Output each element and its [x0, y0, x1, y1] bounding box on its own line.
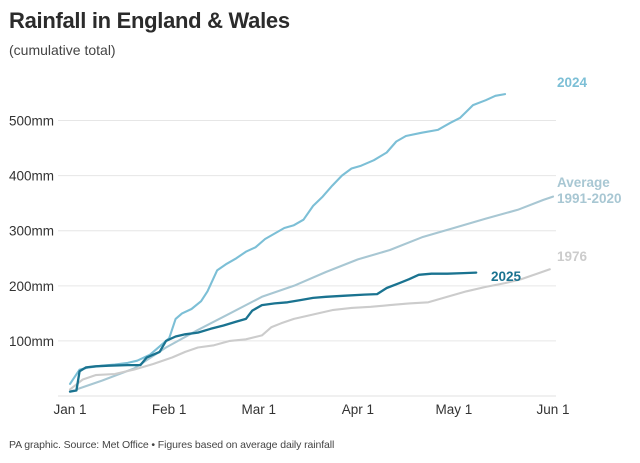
- x-tick-label: Feb 1: [152, 402, 187, 417]
- y-tick-label: 100mm: [9, 334, 54, 349]
- y-tick-label: 400mm: [9, 169, 54, 184]
- x-tick-label: May 1: [435, 402, 472, 417]
- series-1976-line: [68, 268, 551, 391]
- series-average-label: 1991-2020: [557, 191, 622, 206]
- y-tick-label: 300mm: [9, 224, 54, 239]
- series-average-label: Average: [557, 175, 610, 190]
- series-1976-label: 1976: [557, 249, 588, 264]
- series-2025-line: [68, 271, 478, 393]
- series-2025-label: 2025: [491, 269, 522, 284]
- x-tick-label: Mar 1: [241, 402, 276, 417]
- y-axis-ticks: 100mm 200mm 300mm 400mm 500mm: [9, 114, 54, 349]
- source-note: PA graphic. Source: Met Office • Figures…: [9, 439, 335, 451]
- x-tick-label: Apr 1: [342, 402, 374, 417]
- y-tick-label: 500mm: [9, 114, 54, 129]
- series-lines: [68, 93, 555, 393]
- chart-title: Rainfall in England & Wales: [9, 8, 290, 33]
- x-tick-label: Jun 1: [536, 402, 569, 417]
- y-tick-label: 200mm: [9, 279, 54, 294]
- gridlines: [58, 120, 556, 397]
- x-axis-ticks: Jan 1 Feb 1 Mar 1 Apr 1 May 1 Jun 1: [53, 402, 569, 417]
- series-2024-line: [68, 93, 507, 385]
- x-tick-label: Jan 1: [53, 402, 86, 417]
- series-2024-label: 2024: [557, 75, 588, 90]
- chart-subtitle: (cumulative total): [9, 42, 116, 58]
